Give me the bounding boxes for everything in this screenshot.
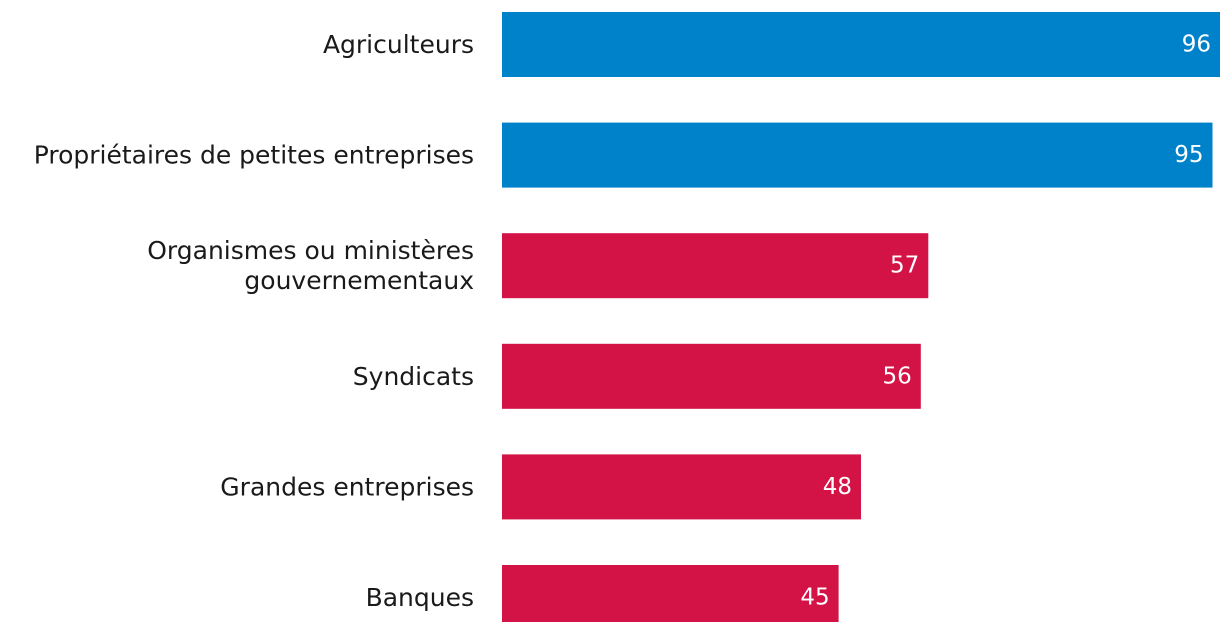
category-labels-group: Agriculteurs Propriétaires de petites ent… xyxy=(34,30,474,612)
category-label-1: Propriétaires de petites entreprises xyxy=(34,141,474,170)
value-label-3: 56 xyxy=(883,363,912,389)
category-label-0: Agriculteurs xyxy=(323,30,474,59)
bar-2 xyxy=(502,233,928,298)
value-label-2: 57 xyxy=(890,253,919,279)
category-label-4: Grandes entreprises xyxy=(220,472,474,501)
category-label-2-line-0: Organismes ou ministères xyxy=(147,236,474,265)
bar-5 xyxy=(502,565,839,622)
value-label-4: 48 xyxy=(823,474,852,500)
bar-3 xyxy=(502,344,921,409)
category-label-5: Banques xyxy=(366,583,474,612)
value-label-5: 45 xyxy=(800,585,829,611)
value-labels-group: 96 95 57 56 48 45 xyxy=(800,32,1211,611)
value-label-1: 95 xyxy=(1174,142,1203,168)
bars-group xyxy=(502,12,1220,622)
category-label-2-line-1: gouvernementaux xyxy=(244,266,474,295)
category-label-3: Syndicats xyxy=(353,362,474,391)
bar-1 xyxy=(502,123,1213,188)
value-label-0: 96 xyxy=(1182,32,1211,58)
bar-0 xyxy=(502,12,1220,77)
bar-4 xyxy=(502,454,861,519)
